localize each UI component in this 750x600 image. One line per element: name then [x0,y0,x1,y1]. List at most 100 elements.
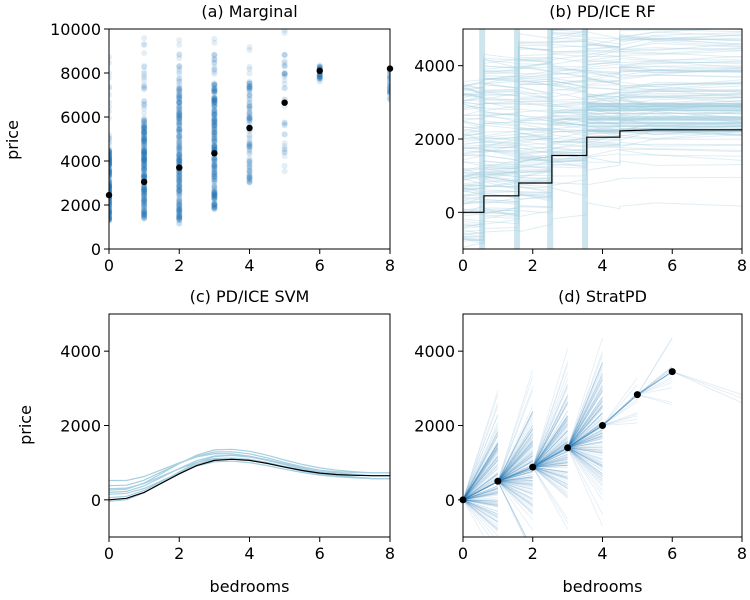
marginal-point [246,99,253,106]
stratpd-fan-line [532,466,568,480]
stratpd-fan-line [532,466,568,530]
marginal-point [109,162,112,169]
stratpd-fan-line [567,412,603,449]
stratpd-fan-line [497,480,533,485]
stratpd-fan-line [497,480,534,515]
marginal-point [109,154,112,161]
marginal-point [109,159,112,166]
marginal-point [211,157,218,164]
marginal-point [109,150,112,157]
marginal-point [109,217,112,224]
stratpd-fan-line [567,435,603,449]
stratpd-fan-line [463,499,499,522]
marginal-point [109,214,112,221]
marginal-point [109,216,112,223]
marginal-point [246,105,253,112]
marginal-point [109,210,112,217]
marginal-point [281,77,288,84]
marginal-point [141,185,148,192]
stratpd-fan-line [532,419,568,468]
marginal-point [211,122,218,129]
marginal-point [109,156,112,163]
marginal-point [246,92,253,99]
marginal-point [176,151,183,158]
stratpd-fan-line [497,474,533,482]
stratpd-fan-line [602,377,638,426]
marginal-point [281,119,288,126]
marginal-point [141,156,148,163]
marginal-point [281,63,288,70]
stratpd-fan-line [567,447,603,451]
stratpd-point [668,368,676,376]
stratpd-fan-line [463,445,499,501]
marginal-point [211,112,218,119]
marginal-point [281,122,288,129]
stratpd-fan-line [463,499,499,515]
panel-d-ytick-label: 2000 [414,417,455,436]
marginal-point [316,72,323,79]
marginal-point [246,47,253,54]
marginal-point [281,162,288,169]
marginal-point [281,131,288,138]
stratpd-fan-line [497,450,534,482]
stratpd-fan-line [497,438,534,482]
marginal-point [211,118,218,125]
stratpd-fan-line [463,450,499,501]
stratpd-fan-line [567,429,603,449]
stratpd-fan-line [463,442,499,501]
marginal-point [316,75,323,82]
stratpd-fan-line [497,480,533,482]
marginal-point [141,199,148,206]
marginal-point [141,210,148,217]
marginal-point [211,194,218,201]
panel-d-xtick-label: 2 [528,544,538,563]
marginal-point [141,208,148,215]
stratpd-fan-line [567,376,603,448]
marginal-point [246,114,253,121]
stratpd-fan-line [497,481,527,537]
marginal-point [176,70,183,77]
marginal-point [141,150,148,157]
marginal-point [211,161,218,168]
marginal-point [141,146,148,153]
marginal-point [141,123,148,130]
marginal-point [176,120,183,127]
stratpd-fan-line [463,472,499,501]
marginal-point [281,71,288,78]
marginal-point [211,80,218,87]
marginal-point [141,160,148,167]
marginal-point [141,197,148,204]
marginal-point [211,155,218,162]
stratpd-fan-line [567,446,603,449]
marginal-point [141,118,148,125]
stratpd-fan-line [532,441,568,468]
stratpd-fan-line [532,433,568,468]
marginal-point [109,159,112,166]
stratpd-fan-line [463,452,499,501]
panel-a-xtick-label: 0 [104,256,114,275]
marginal-point [176,125,183,132]
marginal-point [109,187,112,194]
stratpd-fan-line [497,480,533,483]
marginal-point [176,118,183,125]
marginal-point [176,68,183,75]
panel-d-xlabel: bedrooms [563,577,643,596]
marginal-point [176,158,183,165]
stratpd-fan-line [567,397,603,449]
marginal-point [176,220,183,227]
stratpd-fan-line [497,369,534,482]
stratpd-fan-line [567,447,603,492]
marginal-point [176,209,183,216]
marginal-point [141,167,148,174]
stratpd-fan-line [567,385,603,448]
marginal-point [141,192,148,199]
stratpd-fan-line [463,491,498,501]
stratpd-fan-line [532,466,568,473]
stratpd-fan-line [567,447,603,475]
stratpd-fan-line [463,488,498,501]
marginal-point [211,128,218,135]
marginal-point [109,144,112,151]
stratpd-fan-line [567,403,603,449]
stratpd-fan-line [497,480,533,490]
stratpd-fan-line [532,418,568,468]
